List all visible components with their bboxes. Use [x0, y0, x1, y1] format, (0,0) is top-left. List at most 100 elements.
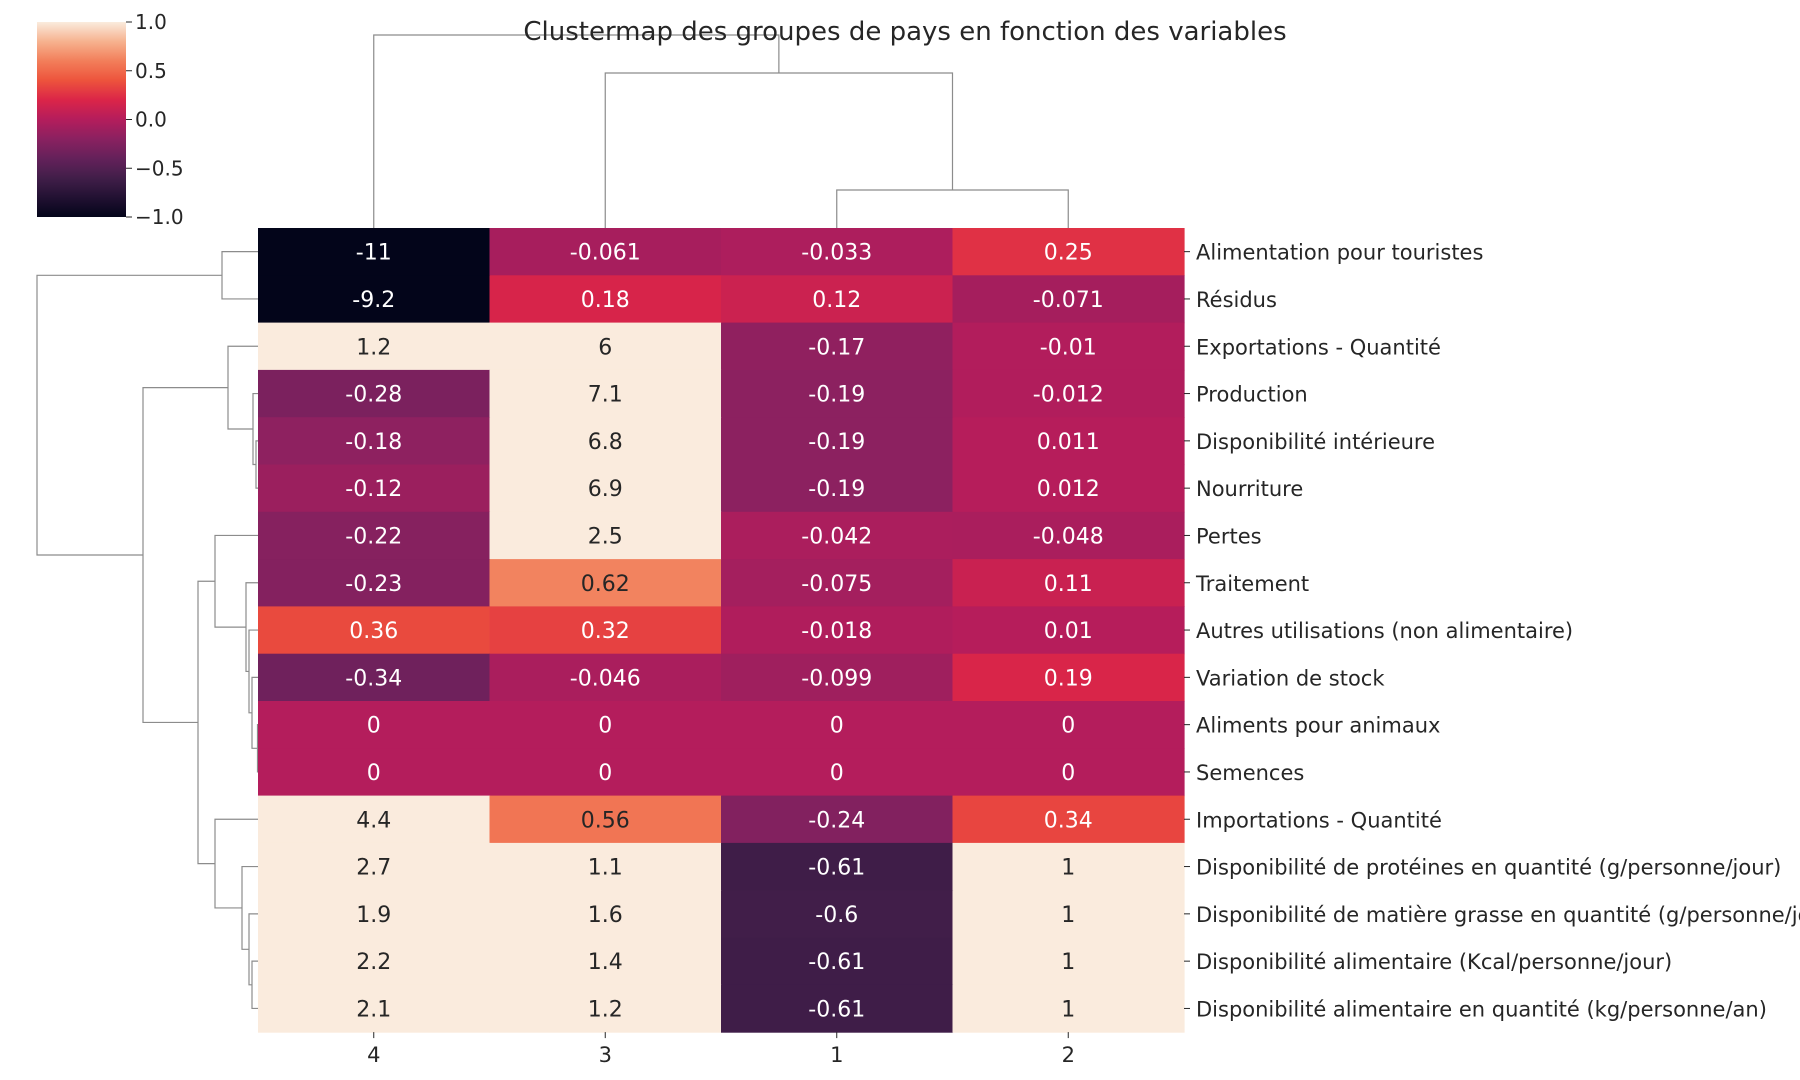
- heatmap-cell: [721, 701, 954, 749]
- column-label: 1: [830, 1043, 843, 1067]
- heatmap-cell: [952, 748, 1185, 797]
- cell-value-label: 6.8: [588, 430, 623, 455]
- colorbar-tick-label: 0.5: [135, 59, 167, 83]
- column-label: 2: [1062, 1043, 1075, 1067]
- heatmap-cell: [721, 228, 954, 276]
- dendrogram-link: [836, 189, 1069, 228]
- cell-value-label: -0.18: [345, 430, 402, 455]
- cell-value-label: -0.17: [808, 335, 865, 360]
- heatmap-cell: [721, 369, 954, 418]
- cell-value-label: 1.1: [588, 856, 623, 881]
- heatmap-cell: [258, 842, 491, 891]
- heatmap-cell: [258, 417, 491, 466]
- cell-value-label: -11: [356, 241, 392, 266]
- column-labels: 4 3 1 2: [367, 1032, 1075, 1067]
- cell-value-label: -0.19: [808, 430, 865, 455]
- cell-value-label: 1.9: [356, 903, 391, 928]
- cell-value-label: 0: [830, 761, 844, 786]
- dendrogram-link: [248, 913, 258, 986]
- heatmap-cell: [489, 606, 722, 655]
- heatmap-cell: [258, 464, 491, 513]
- cell-value-label: 0.18: [581, 288, 630, 313]
- heatmap-cell: [258, 653, 491, 702]
- cell-value-label: 1.6: [588, 903, 623, 928]
- cell-value-label: -9.2: [352, 288, 395, 313]
- cell-value-label: -0.048: [1033, 524, 1104, 549]
- dendrogram-link: [248, 629, 258, 714]
- heatmap-cell: [489, 653, 722, 702]
- dendrogram-link: [241, 865, 258, 950]
- heatmap-cell: [258, 511, 491, 560]
- row-labels: Alimentation pour touristes Résidus Export…: [1184, 241, 1800, 1021]
- cell-value-label: -0.075: [801, 572, 872, 597]
- cell-value-label: 2.5: [588, 524, 623, 549]
- dendrogram-link: [245, 582, 258, 673]
- row-label: Semences: [1196, 761, 1304, 785]
- heatmap-cell: [489, 842, 722, 891]
- dendrogram-link: [197, 580, 215, 865]
- dendrogram-link: [221, 251, 258, 300]
- cell-value-label: 1: [1061, 903, 1075, 928]
- heatmap-cell: [952, 511, 1185, 560]
- heatmap-cell: [952, 606, 1185, 655]
- cell-value-label: 0: [598, 714, 612, 739]
- cell-value-label: -0.61: [808, 856, 865, 881]
- cell-value-label: 0.11: [1044, 572, 1093, 597]
- heatmap-cell: [489, 322, 722, 371]
- cell-value-label: 4.4: [356, 808, 391, 833]
- heatmap-cell: [952, 559, 1185, 607]
- heatmap-cell: [489, 417, 722, 466]
- heatmap-cell: [952, 369, 1185, 418]
- colorbar-tick-label: 0.0: [135, 108, 167, 132]
- row-label: Résidus: [1196, 288, 1277, 312]
- heatmap-cell: [258, 984, 491, 1033]
- cell-value-label: -0.033: [801, 241, 872, 266]
- cell-value-label: 0: [1061, 714, 1075, 739]
- colorbar-gradient: [37, 22, 126, 217]
- cell-value-label: -0.6: [815, 903, 858, 928]
- dendrogram-link: [604, 72, 954, 228]
- cell-value-label: 2.2: [356, 950, 391, 975]
- cell-value-label: -0.042: [801, 524, 872, 549]
- heatmap-cell: [489, 369, 722, 418]
- cell-value-label: 0.012: [1037, 477, 1100, 502]
- cell-value-label: -0.01: [1040, 335, 1097, 360]
- row-label: Aliments pour animaux: [1196, 714, 1440, 738]
- row-label: Variation de stock: [1196, 666, 1385, 690]
- dendrogram-link: [214, 818, 258, 909]
- heatmap-cell: [258, 748, 491, 797]
- cell-value-label: 0.12: [812, 288, 861, 313]
- heatmap-cell: [489, 795, 722, 844]
- heatmap-cell: [952, 275, 1185, 324]
- heatmap-cell: [952, 937, 1185, 986]
- cell-value-label: 0.011: [1037, 430, 1100, 455]
- heatmap-cell: [952, 653, 1185, 702]
- cell-value-label: 0.19: [1044, 666, 1093, 691]
- heatmap-cell: [721, 417, 954, 466]
- row-label: Disponibilité de matière grasse en quant…: [1196, 903, 1800, 927]
- heatmap-cell: [952, 322, 1185, 371]
- heatmap-cell: [721, 559, 954, 607]
- heatmap-cell: [721, 842, 954, 891]
- column-label: 3: [599, 1043, 612, 1067]
- heatmap-cell: [721, 606, 954, 655]
- row-label: Production: [1196, 383, 1308, 407]
- heatmap-cell: [721, 464, 954, 513]
- heatmap-cell: [489, 464, 722, 513]
- dendrogram-link: [36, 274, 222, 556]
- cell-value-label: 0.62: [581, 572, 630, 597]
- cell-value-label: -0.012: [1033, 383, 1104, 408]
- cell-value-label: -0.19: [808, 477, 865, 502]
- heatmap-cell: [258, 795, 491, 844]
- row-label: Importations - Quantité: [1196, 808, 1442, 832]
- column-dendrogram: [373, 34, 1069, 228]
- cell-value-label: 6: [598, 335, 612, 360]
- heatmap-cell: [952, 701, 1185, 749]
- cell-value-label: -0.12: [345, 477, 402, 502]
- cell-value-label: 1: [1061, 950, 1075, 975]
- cell-value-label: 0.25: [1044, 241, 1093, 266]
- heatmap-cell: [952, 417, 1185, 466]
- heatmap-cell: [489, 275, 722, 324]
- cell-value-label: 0.01: [1044, 619, 1093, 644]
- row-label: Disponibilité de protéines en quantité (…: [1196, 856, 1781, 880]
